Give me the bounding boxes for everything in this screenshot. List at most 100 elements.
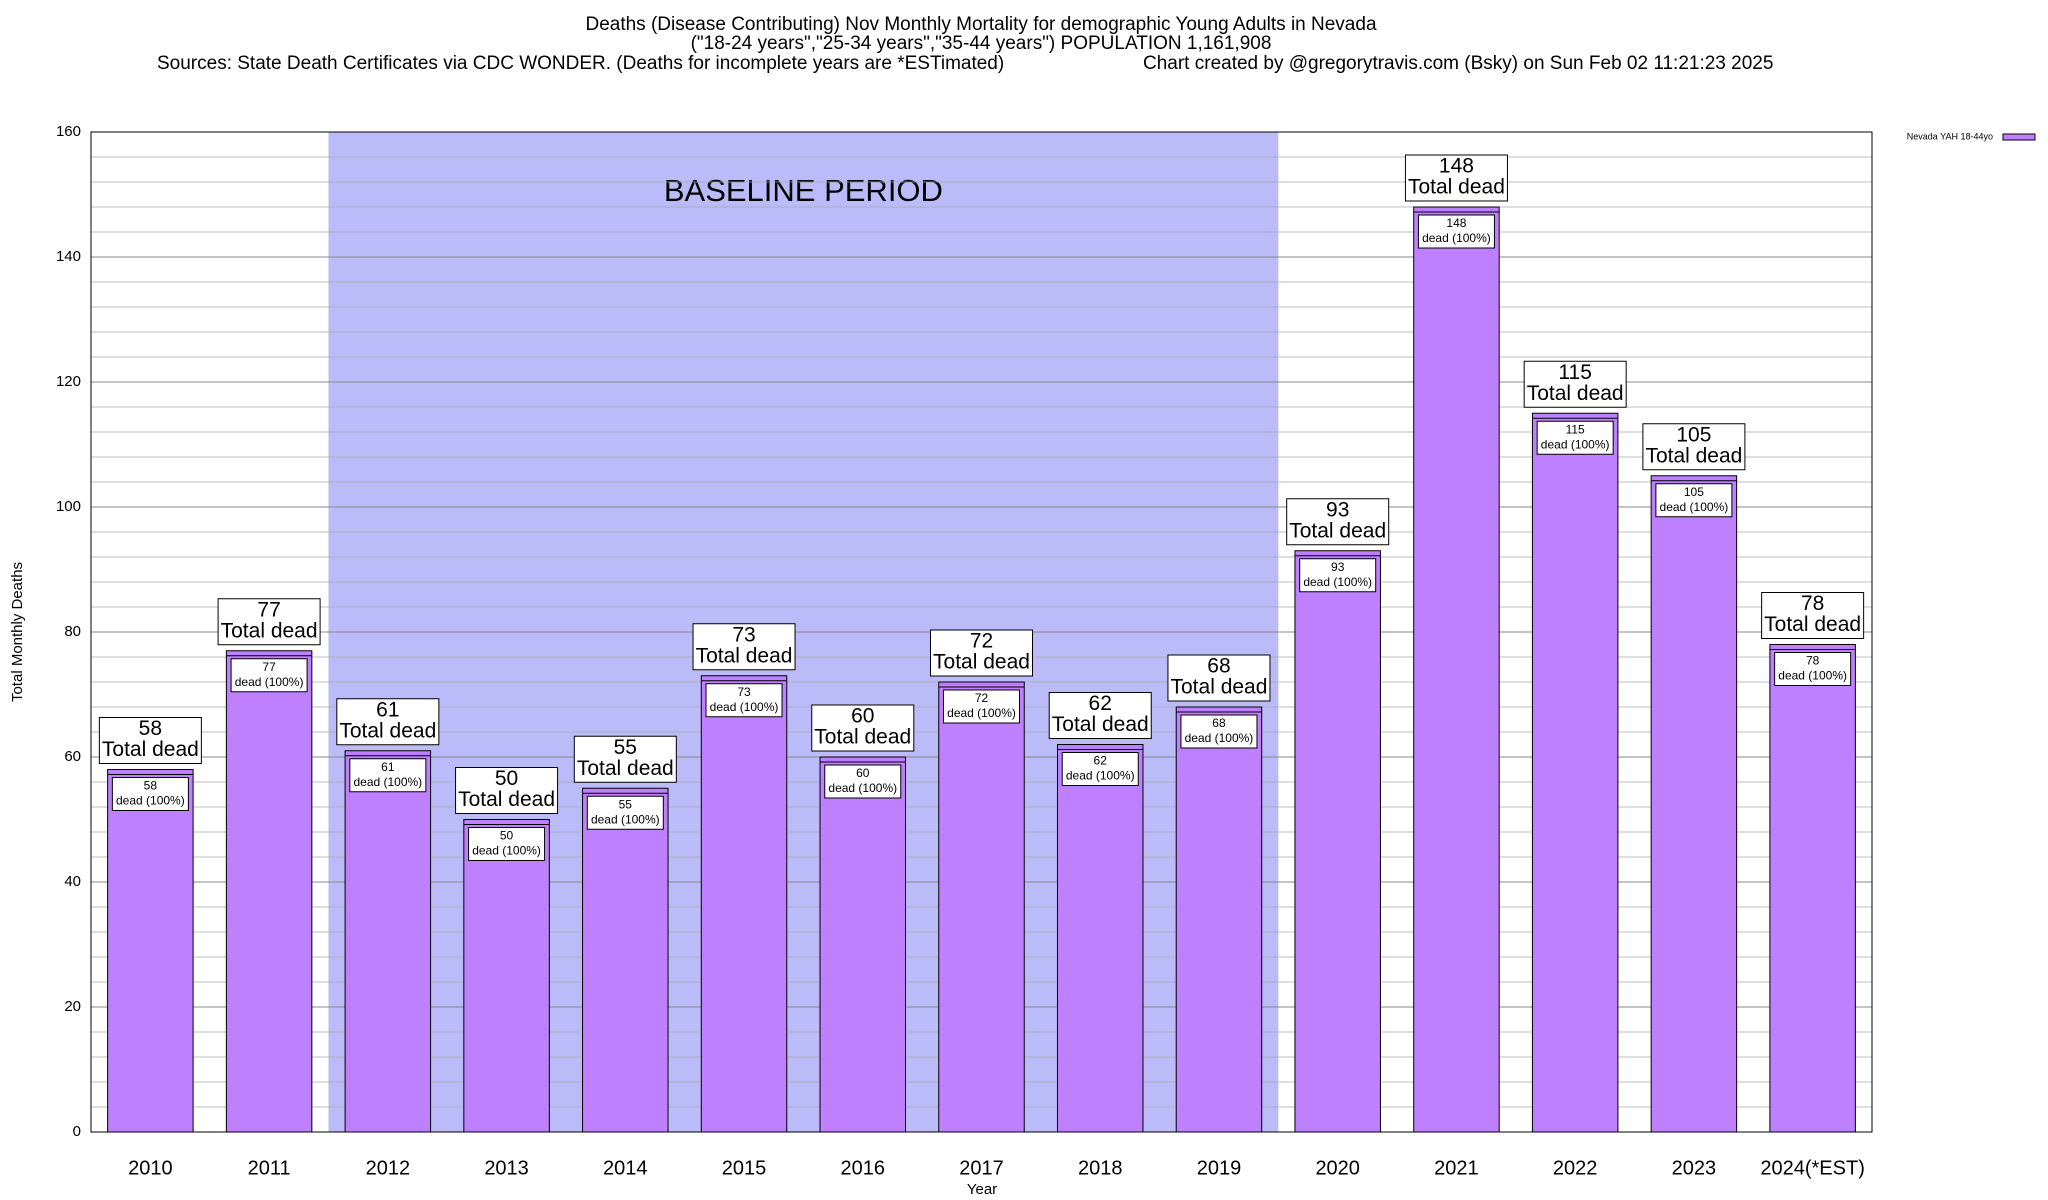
total-label-box	[1523, 360, 1627, 408]
total-label-box	[1761, 592, 1865, 639]
total-label-box	[1167, 654, 1271, 702]
x-tick-label: 2013	[484, 1157, 529, 1179]
bar	[1056, 744, 1144, 1133]
total-label-text: Total dead	[1645, 444, 1742, 467]
inner-label-text: dead (100%)	[1422, 231, 1491, 245]
inner-label-text: dead (100%)	[1066, 769, 1135, 783]
total-value-label: 72	[970, 630, 993, 653]
total-label-box	[217, 598, 321, 646]
chart-title: Deaths (Disease Contributing) Nov Monthl…	[585, 14, 1376, 35]
total-value-label: 77	[257, 598, 280, 621]
bar	[344, 750, 432, 1133]
x-tick-label: 2010	[128, 1157, 173, 1179]
y-tick-label: 140	[56, 248, 81, 265]
inner-value-label: 68	[1212, 716, 1226, 730]
total-label-text: Total dead	[1408, 176, 1505, 199]
bar	[1531, 412, 1619, 1133]
inner-value-label: 77	[262, 660, 276, 674]
bar	[819, 756, 907, 1133]
bar	[225, 650, 313, 1133]
inner-label-text: dead (100%)	[1778, 669, 1847, 683]
total-value-label: 60	[851, 705, 874, 728]
total-label-text: Total dead	[1052, 713, 1149, 736]
x-tick-label: 2017	[959, 1157, 1004, 1179]
inner-value-label: 73	[737, 685, 751, 699]
y-tick-label: 160	[56, 123, 81, 140]
total-label-text: Total dead	[933, 651, 1030, 674]
total-value-label: 68	[1207, 655, 1230, 678]
inner-label-text: dead (100%)	[1660, 500, 1729, 514]
total-value-label: 78	[1801, 592, 1824, 615]
bar	[1413, 206, 1500, 1133]
total-value-label: 55	[614, 736, 637, 759]
total-label-text: Total dead	[458, 788, 555, 811]
x-tick-label: 2022	[1553, 1157, 1598, 1179]
bar	[582, 787, 669, 1133]
y-tick-label: 100	[56, 498, 81, 515]
inner-value-label: 115	[1566, 422, 1585, 436]
inner-label-box	[586, 795, 664, 830]
inner-value-label: 60	[856, 766, 870, 780]
inner-value-label: 105	[1684, 485, 1704, 499]
y-tick-label: 20	[64, 998, 81, 1015]
inner-label-box	[1061, 752, 1139, 786]
inner-value-label: 58	[144, 779, 158, 793]
total-value-label: 58	[139, 717, 162, 740]
bar	[463, 819, 550, 1133]
total-label-box	[930, 629, 1033, 677]
x-tick-label: 2014	[603, 1157, 648, 1179]
x-tick-label: 2015	[722, 1157, 767, 1179]
total-label-text: Total dead	[696, 644, 793, 667]
legend-label: Nevada YAH 18-44yo	[1907, 131, 1993, 141]
total-value-label: 93	[1326, 498, 1349, 521]
total-value-label: 50	[495, 767, 518, 790]
total-value-label: 61	[376, 698, 399, 721]
inner-label-text: dead (100%)	[591, 812, 660, 826]
inner-value-label: 148	[1446, 216, 1466, 230]
bar	[938, 681, 1025, 1133]
bar	[1650, 475, 1738, 1133]
inner-label-text: dead (100%)	[710, 700, 779, 714]
total-value-label: 62	[1089, 692, 1112, 715]
total-label-text: Total dead	[102, 738, 199, 761]
legend-swatch	[2002, 133, 2036, 141]
y-tick-label: 60	[64, 748, 81, 765]
inner-label-box	[1536, 420, 1614, 455]
inner-label-box	[468, 827, 546, 861]
inner-label-text: dead (100%)	[353, 775, 422, 789]
x-tick-label: 2020	[1315, 1157, 1360, 1179]
chart-subtitle: Sources: State Death Certificates via CD…	[157, 53, 1004, 74]
total-label-box	[455, 767, 559, 814]
bar	[700, 675, 788, 1133]
total-label-text: Total dead	[1764, 613, 1861, 636]
inner-value-label: 93	[1331, 560, 1345, 574]
x-tick-label: 2023	[1672, 1157, 1717, 1179]
total-label-box	[336, 698, 440, 746]
inner-value-label: 50	[500, 829, 514, 843]
inner-value-label: 62	[1094, 754, 1108, 768]
bar	[1294, 550, 1381, 1133]
x-tick-label: 2024(*EST)	[1760, 1157, 1865, 1179]
x-tick-label: 2016	[841, 1157, 886, 1179]
inner-label-text: dead (100%)	[1303, 575, 1372, 589]
total-value-label: 115	[1558, 361, 1591, 384]
chart-title: ("18-24 years","25-34 years","35-44 year…	[691, 33, 1272, 54]
inner-label-box	[824, 764, 902, 799]
inner-label-box	[1299, 558, 1377, 593]
inner-label-box	[230, 658, 308, 693]
chart-subtitle: Chart created by @gregorytravis.com (Bsk…	[1143, 53, 1773, 74]
total-value-label: 105	[1676, 423, 1711, 446]
inner-label-box	[943, 689, 1020, 724]
inner-label-text: dead (100%)	[828, 781, 897, 795]
inner-label-text: dead (100%)	[472, 844, 541, 858]
total-label-text: Total dead	[221, 619, 318, 642]
bar	[107, 769, 194, 1133]
inner-label-text: dead (100%)	[1541, 437, 1610, 451]
total-label-box	[573, 735, 677, 783]
x-tick-label: 2011	[248, 1157, 291, 1179]
inner-value-label: 72	[975, 691, 989, 705]
inner-label-box	[705, 683, 783, 718]
bar	[1175, 706, 1263, 1133]
total-value-label: 148	[1439, 155, 1474, 178]
